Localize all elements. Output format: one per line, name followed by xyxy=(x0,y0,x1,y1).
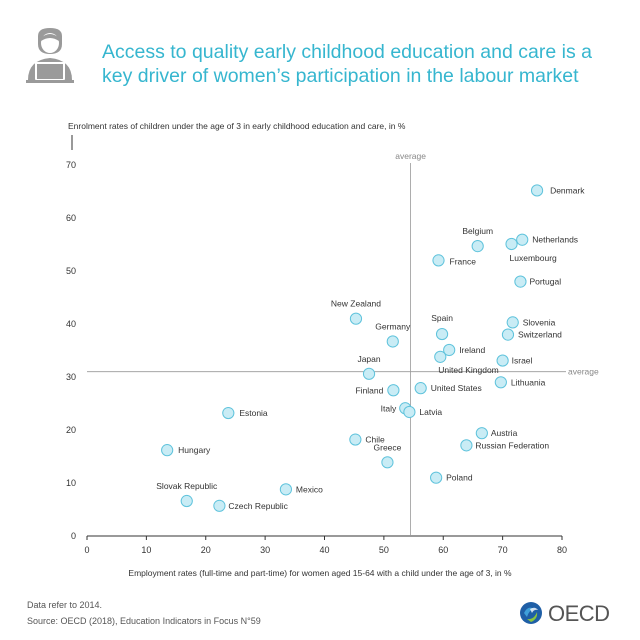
point-label: Hungary xyxy=(178,445,211,455)
data-point-united-states xyxy=(414,382,427,395)
data-point-poland xyxy=(430,471,443,484)
data-point-netherlands xyxy=(516,233,529,246)
y-axis-title: Enrolment rates of children under the ag… xyxy=(68,121,406,131)
point-label: Mexico xyxy=(296,484,323,494)
point-label: United Kingdom xyxy=(438,365,498,375)
data-point-united-kingdom xyxy=(434,350,447,363)
x-tick-label: 10 xyxy=(141,545,151,555)
point-label: Finland xyxy=(355,385,383,395)
x-tick-label: 50 xyxy=(379,545,389,555)
average-x-label: average xyxy=(395,151,426,161)
point-label: Luxembourg xyxy=(510,253,558,263)
data-point-switzerland xyxy=(501,328,515,341)
data-point-lithuania xyxy=(494,376,507,389)
data-point-latvia xyxy=(403,405,416,419)
data-point-slovak-republic xyxy=(180,494,193,508)
point-label: Czech Republic xyxy=(228,501,288,511)
point-label: Russian Federation xyxy=(475,440,549,450)
point-label: Slovak Republic xyxy=(156,481,218,491)
x-tick-label: 40 xyxy=(319,545,329,555)
data-point-czech-republic xyxy=(213,499,226,512)
point-label: Latvia xyxy=(419,407,442,417)
point-label: Denmark xyxy=(550,185,585,195)
oecd-brand: OECD xyxy=(548,601,610,626)
data-point-france xyxy=(432,254,445,267)
y-tick-label: 30 xyxy=(66,372,76,382)
data-point-greece xyxy=(381,456,394,469)
oecd-logo-icon xyxy=(520,602,542,624)
point-label: Netherlands xyxy=(532,235,578,245)
data-point-new-zealand xyxy=(349,312,363,325)
point-label: New Zealand xyxy=(331,299,381,309)
data-point-ireland xyxy=(443,343,456,357)
point-label: Poland xyxy=(446,473,473,483)
x-tick-label: 80 xyxy=(557,545,567,555)
data-point-denmark xyxy=(530,184,544,197)
point-label: Switzerland xyxy=(518,330,562,340)
point-label: Spain xyxy=(431,313,453,323)
point-label: Israel xyxy=(512,356,533,366)
y-tick-label: 40 xyxy=(66,319,76,329)
y-tick-label: 50 xyxy=(66,266,76,276)
data-point-mexico xyxy=(279,483,293,496)
point-label: Germany xyxy=(375,321,411,331)
point-label: Chile xyxy=(365,435,385,445)
data-point-israel xyxy=(496,354,509,367)
data-point-russian-federation xyxy=(460,439,473,452)
point-label: Belgium xyxy=(462,226,493,236)
point-label: Greece xyxy=(374,442,402,452)
average-y-label: average xyxy=(568,367,599,377)
data-point-japan xyxy=(362,367,376,380)
x-tick-label: 0 xyxy=(84,545,89,555)
data-note: Data refer to 2014. xyxy=(27,600,103,610)
y-tick-label: 10 xyxy=(66,478,76,488)
data-point-chile xyxy=(349,433,362,446)
data-point-slovenia xyxy=(506,316,519,329)
point-label: Portugal xyxy=(529,277,561,287)
data-point-hungary xyxy=(161,444,174,457)
data-point-estonia xyxy=(222,406,235,420)
y-tick-label: 60 xyxy=(66,213,76,223)
point-label: Slovenia xyxy=(523,317,556,327)
point-label: Austria xyxy=(491,428,518,438)
point-label: United States xyxy=(431,383,482,393)
y-tick-label: 70 xyxy=(66,160,76,170)
x-axis-title: Employment rates (full-time and part-tim… xyxy=(128,568,512,578)
data-point-belgium xyxy=(471,239,484,253)
point-label: Ireland xyxy=(459,345,485,355)
point-label: Japan xyxy=(357,354,380,364)
point-label: Lithuania xyxy=(511,377,546,387)
x-tick-label: 70 xyxy=(498,545,508,555)
source-note: Source: OECD (2018), Education Indicator… xyxy=(27,616,261,626)
y-tick-label: 20 xyxy=(66,425,76,435)
y-tick-label: 0 xyxy=(71,531,76,541)
chart-title: Access to quality early childhood educat… xyxy=(102,41,592,87)
x-tick-label: 60 xyxy=(438,545,448,555)
x-tick-label: 30 xyxy=(260,545,270,555)
x-tick-label: 20 xyxy=(201,545,211,555)
data-point-finland xyxy=(387,384,400,397)
point-label: Estonia xyxy=(239,408,268,418)
data-point-spain xyxy=(435,327,449,341)
woman-at-laptop-icon xyxy=(26,28,74,83)
data-point-austria xyxy=(475,427,488,440)
point-label: Italy xyxy=(381,403,397,413)
data-point-luxembourg xyxy=(505,237,518,251)
data-point-germany xyxy=(386,335,399,348)
point-label: France xyxy=(450,256,477,266)
data-point-portugal xyxy=(514,275,527,288)
